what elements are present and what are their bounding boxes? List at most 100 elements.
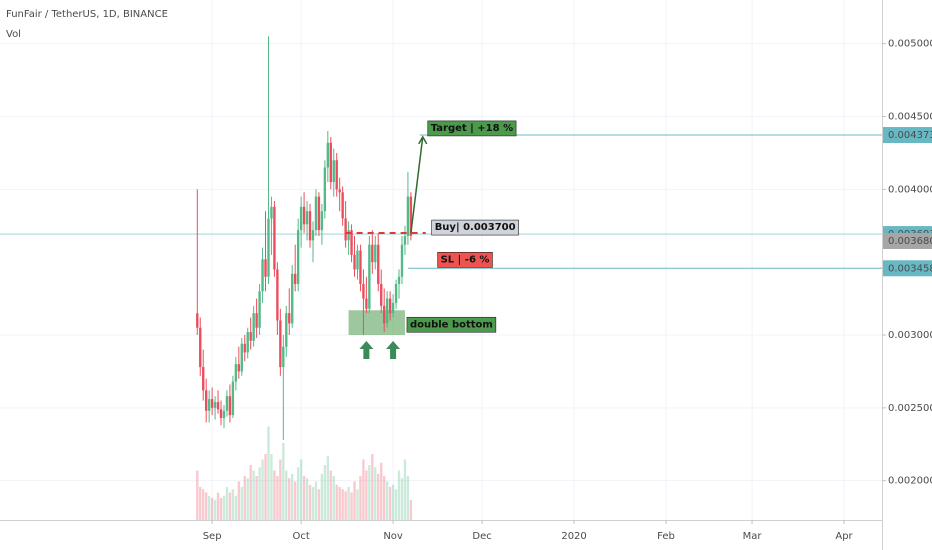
candle-body bbox=[365, 298, 368, 309]
up-arrow-marker bbox=[386, 341, 401, 360]
volume-bar bbox=[213, 500, 217, 520]
volume-bar bbox=[406, 476, 410, 520]
up-arrow-marker bbox=[359, 341, 374, 360]
target-arrowhead bbox=[418, 135, 428, 145]
volume-bar bbox=[377, 473, 380, 520]
volume-bar bbox=[308, 484, 312, 520]
candle-body bbox=[222, 410, 226, 419]
volume-bar bbox=[347, 487, 350, 520]
candle-body bbox=[308, 211, 312, 241]
candle-body bbox=[403, 235, 407, 245]
volume-bar bbox=[380, 462, 383, 520]
candle-body bbox=[329, 142, 332, 183]
candle-body bbox=[216, 402, 220, 410]
volume-bar bbox=[332, 476, 335, 520]
volume-bar bbox=[279, 459, 282, 520]
volume-bar bbox=[338, 487, 341, 520]
x-tick-label: Oct bbox=[292, 531, 309, 542]
y-tick-label: 0.003000 bbox=[888, 330, 932, 341]
volume-bar bbox=[326, 456, 330, 520]
x-tick-label: Sep bbox=[203, 531, 222, 542]
volume-bar bbox=[311, 487, 315, 520]
volume-bar bbox=[204, 492, 208, 520]
volume-bar bbox=[243, 476, 246, 520]
volume-bar bbox=[207, 495, 211, 520]
volume-bar bbox=[368, 465, 371, 520]
candle-body bbox=[335, 160, 338, 190]
annotation-box bbox=[431, 219, 519, 236]
volume-bar bbox=[341, 489, 344, 520]
annotation: double bottom bbox=[406, 316, 497, 333]
candle-body bbox=[397, 276, 401, 285]
volume-bar bbox=[403, 459, 407, 520]
x-tick-label: Apr bbox=[835, 531, 853, 542]
volume-bar bbox=[314, 481, 318, 520]
candle-body bbox=[202, 367, 205, 391]
price-label-bg bbox=[883, 260, 932, 277]
candle-body bbox=[285, 313, 288, 347]
volume-bar bbox=[234, 495, 238, 520]
volume-bar bbox=[371, 454, 374, 520]
candle-body bbox=[204, 390, 208, 411]
candle-body bbox=[326, 142, 330, 168]
price-label: 0.003680 bbox=[888, 236, 932, 247]
volume-bar bbox=[288, 478, 291, 520]
annotation: SL | -6 % bbox=[437, 252, 493, 268]
volume-bar bbox=[323, 465, 327, 520]
volume-bar bbox=[196, 470, 199, 520]
candle-body bbox=[406, 196, 410, 236]
annotation-box bbox=[406, 316, 497, 333]
candle-body bbox=[385, 298, 389, 324]
volume-bar bbox=[216, 492, 220, 520]
candle-body bbox=[353, 254, 356, 270]
volume-bar bbox=[231, 489, 235, 520]
volume-bar bbox=[237, 481, 241, 520]
volume-bar bbox=[394, 489, 398, 520]
candle-body bbox=[344, 218, 347, 241]
candle-body bbox=[294, 273, 297, 285]
volume-bar bbox=[305, 478, 309, 520]
volume-bar bbox=[222, 495, 226, 520]
chart-title: FunFair / TetherUS, 1D, BINANCE bbox=[6, 9, 168, 20]
candle-body bbox=[282, 346, 285, 368]
candle-body bbox=[291, 273, 294, 324]
candle-body bbox=[311, 230, 315, 241]
candle-body bbox=[219, 409, 223, 419]
candle-body bbox=[261, 259, 264, 292]
volume-bar bbox=[261, 459, 264, 520]
x-tick-label: Mar bbox=[743, 531, 763, 542]
volume-bar bbox=[219, 498, 223, 520]
volume-bar bbox=[202, 489, 205, 520]
volume-bar bbox=[362, 459, 365, 520]
volume-bar bbox=[383, 476, 386, 520]
x-tick-label: Nov bbox=[383, 531, 403, 542]
volume-bar bbox=[282, 443, 285, 520]
y-tick-label: 0.005000 bbox=[888, 39, 932, 50]
candle-body bbox=[377, 244, 380, 285]
price-label: 0.003458 bbox=[888, 263, 932, 274]
volume-bar bbox=[397, 470, 401, 520]
candle-body bbox=[350, 230, 353, 255]
volume-bar bbox=[273, 470, 276, 520]
price-label: 0.004373 bbox=[888, 130, 932, 141]
candle-body bbox=[394, 284, 398, 303]
double-bottom-zone bbox=[348, 310, 405, 336]
volume-bar bbox=[299, 459, 303, 520]
annotation-text: Buy| 0.003700 bbox=[435, 222, 516, 233]
candle-body bbox=[296, 230, 300, 285]
candle-body bbox=[409, 196, 413, 236]
candle-body bbox=[380, 284, 383, 306]
volume-bar bbox=[391, 484, 395, 520]
candle-body bbox=[231, 381, 235, 416]
candle-body bbox=[341, 192, 344, 219]
volume-bar bbox=[240, 487, 243, 520]
candle-body bbox=[279, 320, 282, 368]
x-tick-label: Feb bbox=[657, 531, 675, 542]
candle-body bbox=[228, 396, 232, 416]
volume-bar bbox=[365, 470, 368, 520]
volume-bar bbox=[400, 478, 404, 520]
candle-body bbox=[305, 211, 309, 225]
annotation-text: SL | -6 % bbox=[441, 254, 490, 265]
volume-bar bbox=[249, 465, 252, 520]
y-tick-label: 0.004500 bbox=[888, 112, 932, 123]
